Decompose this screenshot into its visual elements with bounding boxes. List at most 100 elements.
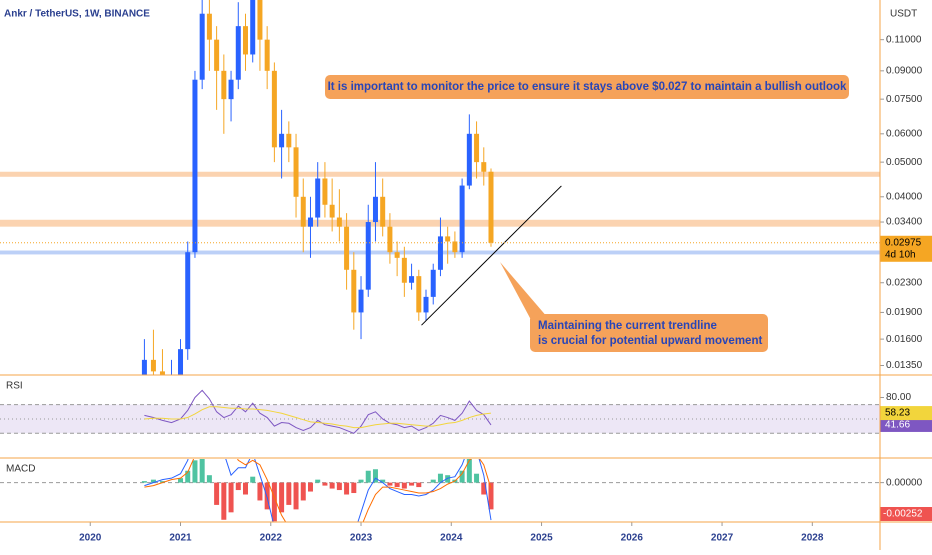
x-tick-label: 2028 bbox=[801, 533, 824, 544]
histogram-bar bbox=[344, 482, 350, 495]
histogram-bar bbox=[322, 482, 328, 486]
histogram-bar bbox=[351, 482, 357, 494]
y-tick-label: 0.01900 bbox=[886, 307, 923, 318]
histogram-bar bbox=[150, 479, 156, 483]
axes: 0.01350 0.01600 0.01900 0.02300 0.03400 0.040… bbox=[79, 34, 932, 544]
histogram-bar bbox=[206, 475, 212, 483]
candle-body bbox=[474, 133, 480, 163]
candle-body bbox=[185, 252, 191, 350]
histogram-bar bbox=[307, 482, 313, 492]
y-tick-label: 0.00000 bbox=[886, 477, 923, 488]
zone bbox=[0, 171, 880, 177]
y-tick-label: 80.00 bbox=[886, 392, 911, 403]
histogram-bar bbox=[159, 481, 165, 483]
candle-body bbox=[315, 178, 321, 218]
candle-body bbox=[481, 162, 487, 172]
last-value-box bbox=[880, 507, 932, 521]
histogram-bar bbox=[365, 470, 371, 483]
candle-body bbox=[159, 371, 165, 375]
callout-pointer bbox=[500, 262, 548, 318]
annotation-box bbox=[530, 314, 768, 352]
y-tick-label: 0.09000 bbox=[886, 65, 923, 76]
histogram-bar bbox=[178, 478, 184, 483]
candle-body bbox=[423, 296, 429, 313]
x-tick-label: 2023 bbox=[350, 533, 373, 544]
candle-body bbox=[358, 289, 364, 313]
candle-body bbox=[206, 13, 212, 40]
pane-title: MACD bbox=[6, 464, 35, 475]
candle-body bbox=[235, 26, 241, 80]
histogram-bar bbox=[250, 476, 256, 483]
candle-body bbox=[380, 196, 386, 227]
series-line bbox=[144, 459, 492, 522]
candle-body bbox=[250, 0, 256, 55]
y-tick-label: 0.01600 bbox=[886, 334, 923, 345]
last-value-label: -0.00252 bbox=[883, 509, 923, 520]
last-price-label: 0.02975 bbox=[885, 237, 922, 248]
y-tick-label: 0.07500 bbox=[886, 94, 923, 105]
candle-body bbox=[416, 276, 422, 313]
histogram-bar bbox=[488, 482, 494, 510]
x-tick-label: 2024 bbox=[440, 533, 463, 544]
histogram-bar bbox=[416, 482, 422, 488]
histogram-bar bbox=[430, 479, 436, 483]
histogram-bar bbox=[221, 482, 227, 520]
candle-body bbox=[488, 171, 494, 243]
candle-body bbox=[293, 147, 299, 197]
histogram-bar bbox=[141, 481, 147, 483]
histogram-bar bbox=[459, 470, 465, 483]
x-tick-label: 2025 bbox=[530, 533, 553, 544]
last-value-box bbox=[880, 406, 932, 421]
histogram-bar bbox=[394, 482, 400, 488]
histogram-bar bbox=[199, 459, 205, 483]
histogram-bar bbox=[228, 482, 234, 513]
y-tick-label: 0.01350 bbox=[886, 360, 923, 371]
histogram-bar bbox=[271, 482, 277, 522]
series-line bbox=[144, 459, 492, 522]
candle-body bbox=[221, 70, 227, 100]
macd-pane bbox=[0, 459, 880, 522]
candle-body bbox=[409, 276, 415, 283]
candle-body bbox=[150, 359, 156, 372]
annotation: It is important to monitor the price to … bbox=[328, 81, 847, 93]
y-tick-label: 0.11000 bbox=[886, 34, 922, 45]
candle-body bbox=[452, 241, 458, 253]
annotation-box bbox=[325, 75, 849, 99]
y-tick-label: 0.05000 bbox=[886, 157, 923, 168]
histogram-bar bbox=[401, 482, 407, 489]
y-tick-label: 0.03400 bbox=[886, 217, 923, 228]
annotation: Maintaining the current trendline bbox=[538, 320, 717, 332]
x-tick-label: 2022 bbox=[260, 533, 283, 544]
annotation: is crucial for potential upward movement bbox=[538, 335, 762, 347]
rsi-pane bbox=[0, 389, 880, 434]
histogram-bar bbox=[214, 482, 220, 505]
currency: USDT bbox=[890, 9, 917, 20]
series-line bbox=[144, 406, 492, 429]
candle-body bbox=[401, 257, 407, 283]
price-pane bbox=[0, 0, 880, 385]
candle-body bbox=[365, 222, 371, 290]
candle-body bbox=[169, 384, 174, 385]
histogram-bar bbox=[293, 482, 299, 510]
histogram-bar bbox=[474, 473, 480, 483]
y-tick-label: 0.04000 bbox=[886, 191, 923, 202]
histogram-bar bbox=[242, 482, 248, 495]
histogram-bar bbox=[300, 482, 306, 501]
candle-body bbox=[394, 252, 400, 258]
candle-body bbox=[387, 226, 393, 253]
candle-body bbox=[372, 196, 378, 223]
x-tick-label: 2020 bbox=[79, 533, 102, 544]
candle-body bbox=[307, 217, 313, 227]
last-value-box bbox=[880, 417, 932, 432]
histogram-bar bbox=[257, 482, 263, 501]
x-tick-label: 2021 bbox=[169, 533, 192, 544]
histogram-bar bbox=[315, 479, 321, 483]
histogram-bar bbox=[466, 459, 472, 483]
candle-body bbox=[141, 359, 147, 375]
histogram-bar bbox=[192, 460, 198, 483]
candle-body bbox=[466, 133, 472, 186]
candle-body bbox=[459, 185, 465, 253]
chart-title: Ankr / TetherUS, 1W, BINANCE bbox=[4, 9, 150, 20]
histogram-bar bbox=[445, 475, 451, 483]
